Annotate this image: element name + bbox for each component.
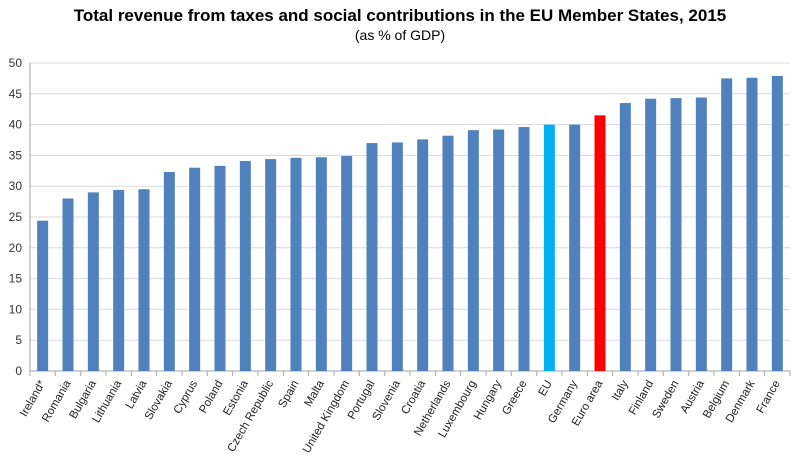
chart-subtitle: (as % of GDP) [354,27,446,43]
x-tick-label: EU [537,379,555,399]
bar-italy [619,103,631,371]
bar-spain [290,157,302,371]
bar-germany [569,124,581,371]
bar-cyprus [189,167,201,371]
y-tick-label: 10 [9,302,23,316]
bar-euro-area [594,115,606,371]
y-tick-label: 20 [9,241,23,255]
x-tick-label: Spain [276,379,301,410]
bar-lithuania [113,189,125,371]
x-tick-label: Greece [500,379,529,418]
x-tick-label: Malta [302,378,327,409]
bar-denmark [746,77,758,371]
y-tick-label: 50 [9,56,23,70]
x-tick-label: France [755,379,783,416]
bar-croatia [417,139,429,371]
bar-luxembourg [467,130,479,371]
y-tick-label: 25 [9,210,23,224]
bar-estonia [239,160,251,371]
bar-slovakia [163,172,175,371]
bar-finland [645,98,657,371]
y-tick-label: 45 [9,87,23,101]
bar-czech-republic [265,159,277,371]
bar-netherlands [442,135,454,371]
x-tick-label: Latvia [124,378,150,411]
bar-greece [518,127,530,372]
bar-hungary [493,129,505,371]
bar-romania [62,198,74,371]
x-tick-label: Italy [610,378,631,402]
bar-sweden [670,98,682,371]
bar-france [771,75,783,371]
bar-malta [315,157,327,371]
bar-eu [543,124,555,371]
y-tick-label: 0 [15,364,22,378]
y-tick-label: 15 [9,272,23,286]
bar-slovenia [391,142,403,371]
x-tick-label: Cyprus [172,378,201,416]
bar-united-kingdom [341,156,353,371]
y-tick-label: 5 [15,333,22,347]
bar-bulgaria [87,192,99,371]
y-tick-label: 40 [9,118,23,132]
bar-portugal [366,143,378,371]
bar-poland [214,165,226,371]
bar-austria [695,97,707,371]
y-tick-label: 35 [9,148,23,162]
y-tick-label: 30 [9,179,23,193]
bar-ireland- [37,220,49,371]
bar-belgium [721,78,733,372]
bar-latvia [138,189,150,371]
chart-title: Total revenue from taxes and social cont… [73,6,727,25]
x-tick-label: United Kingdom [301,379,352,456]
